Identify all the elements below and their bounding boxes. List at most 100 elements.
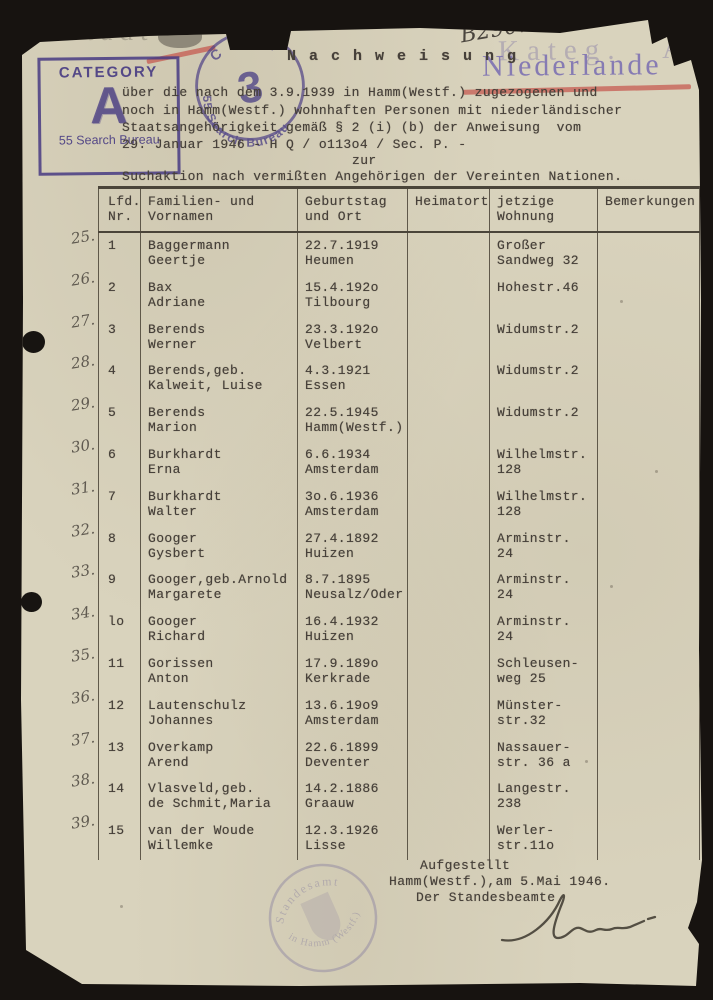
paper-speck bbox=[610, 585, 613, 588]
cell-heimatort bbox=[407, 818, 489, 860]
handwritten-margin-number: 31. bbox=[69, 477, 97, 499]
col-header-text: Wohnung bbox=[497, 209, 555, 224]
row-number: 12 bbox=[108, 697, 125, 713]
col-header-text: Lfd. bbox=[108, 194, 141, 209]
cell-bemerkungen bbox=[597, 483, 700, 526]
handwritten-margin-number: 29. bbox=[69, 393, 97, 415]
cell-birth: 22.5.1945 Hamm(Westf.) bbox=[297, 400, 407, 442]
handwritten-margin-number: 25. bbox=[69, 226, 97, 248]
cell-name: Bax Adriane bbox=[140, 274, 297, 317]
row-number: 7 bbox=[108, 488, 117, 504]
handwritten-margin-number: 33. bbox=[69, 560, 97, 583]
cell-name: Burkhardt Walter bbox=[140, 483, 297, 526]
cell-wohnung: Schleusen- weg 25 bbox=[489, 650, 597, 693]
given-name: Arend bbox=[148, 754, 190, 770]
birth-date: 14.2.1886 bbox=[305, 781, 379, 797]
cell-heimatort bbox=[407, 316, 489, 359]
given-name: Kalweit, Luise bbox=[148, 378, 263, 394]
handwritten-margin-number: 35. bbox=[69, 644, 97, 666]
cell-wohnung: Werler- str.11o bbox=[489, 818, 597, 860]
cell-wohnung: Münster- str.32 bbox=[489, 692, 597, 735]
cell-nr: 9 bbox=[98, 567, 140, 610]
col-header-text: Heimatort bbox=[415, 194, 489, 209]
cell-wohnung: Großer Sandweg 32 bbox=[489, 233, 597, 275]
cell-nr: 5 bbox=[98, 400, 140, 442]
paper-speck bbox=[585, 760, 588, 763]
birth-date: 23.3.192o bbox=[305, 321, 379, 337]
cell-birth: 15.4.192o Tilbourg bbox=[297, 274, 407, 317]
address-line-1: Langestr. bbox=[497, 781, 571, 797]
row-number: 3 bbox=[108, 321, 117, 337]
address-line-1: Widumstr.2 bbox=[497, 363, 580, 379]
birth-place: Essen bbox=[305, 378, 347, 394]
given-name: Werner bbox=[148, 336, 198, 352]
cell-name: Overkamp Arend bbox=[140, 734, 297, 777]
given-name: Willemke bbox=[148, 838, 214, 854]
address-line-2: str. 36 a bbox=[497, 754, 571, 770]
birth-place: Huizen bbox=[305, 629, 355, 645]
address-line-2: 24 bbox=[497, 587, 514, 603]
col-header-lfd-nr: Lfd. Nr. bbox=[98, 189, 140, 231]
birth-place: Graauw bbox=[305, 796, 355, 812]
col-header-text: Familien- und bbox=[148, 194, 255, 209]
row-number: 15 bbox=[108, 823, 125, 839]
col-header-wohnung: jetzige Wohnung bbox=[489, 189, 597, 231]
cell-bemerkungen bbox=[597, 400, 700, 442]
cell-nr: 1 bbox=[98, 233, 140, 275]
row-number: 5 bbox=[108, 405, 117, 421]
preamble-line-1: über die nach dem 3.9.1939 in Hamm(Westf… bbox=[122, 85, 598, 100]
address-line-2: str.11o bbox=[497, 838, 555, 854]
cell-wohnung: Nassauer- str. 36 a bbox=[489, 734, 597, 777]
table-row: 36. 12 Lautenschulz Johannes 13.6.19o9 A… bbox=[70, 686, 700, 735]
cell-name: Baggermann Geertje bbox=[140, 233, 297, 275]
address-line-1: Hohestr.46 bbox=[497, 279, 580, 295]
cell-name: Gorissen Anton bbox=[140, 650, 297, 693]
cell-bemerkungen bbox=[597, 734, 700, 777]
cell-bemerkungen bbox=[597, 692, 700, 735]
table-row: 26. 2 Bax Adriane 15.4.192o Tilbourg Hoh… bbox=[70, 268, 700, 317]
family-name: Burkhardt bbox=[148, 488, 222, 504]
cell-wohnung: Hohestr.46 bbox=[489, 274, 597, 317]
preamble-zur: zur bbox=[352, 153, 377, 168]
cell-nr: 7 bbox=[98, 483, 140, 526]
col-header-text: Nr. bbox=[108, 209, 133, 224]
col-header-bemerkungen: Bemerkungen bbox=[597, 189, 700, 231]
family-name: van der Woude bbox=[148, 823, 255, 839]
address-line-2: 128 bbox=[497, 503, 522, 519]
cell-wohnung: Arminstr. 24 bbox=[489, 567, 597, 610]
birth-place: Tilbourg bbox=[305, 294, 371, 310]
preamble-line-2: noch in Hamm(Westf.) wohnhaften Personen… bbox=[122, 103, 623, 118]
cell-bemerkungen bbox=[597, 818, 700, 860]
cell-wohnung: Widumstr.2 bbox=[489, 358, 597, 401]
address-line-2: 24 bbox=[497, 629, 514, 645]
cell-wohnung: Arminstr. 24 bbox=[489, 525, 597, 568]
row-number: 9 bbox=[108, 572, 117, 588]
address-line-1: Arminstr. bbox=[497, 614, 571, 630]
handwritten-margin-number: 28. bbox=[69, 351, 97, 374]
cell-birth: 12.3.1926 Lisse bbox=[297, 818, 407, 860]
cell-heimatort bbox=[407, 734, 489, 777]
cell-birth: 6.6.1934 Amsterdam bbox=[297, 441, 407, 484]
birth-date: 22.6.1899 bbox=[305, 739, 379, 755]
table-row: 39. 15 van der Woude Willemke 12.3.1926 … bbox=[70, 811, 700, 860]
birth-place: Amsterdam bbox=[305, 461, 379, 477]
table-row: 28. 4 Berends,geb. Kalweit, Luise 4.3.19… bbox=[70, 352, 700, 401]
cell-heimatort bbox=[407, 525, 489, 568]
family-name: Baggermann bbox=[148, 238, 231, 253]
row-number: 1 bbox=[108, 238, 117, 253]
table-row: 33. 9 Googer,geb.Arnold Margarete 8.7.18… bbox=[70, 561, 700, 610]
cell-name: Vlasveld,geb. de Schmit,Maria bbox=[140, 776, 297, 819]
address-line-1: Nassauer- bbox=[497, 739, 571, 755]
cell-nr: 8 bbox=[98, 525, 140, 568]
cell-bemerkungen bbox=[597, 567, 700, 610]
address-line-2: 24 bbox=[497, 545, 514, 561]
col-header-text: und Ort bbox=[305, 209, 363, 224]
cell-birth: 13.6.19o9 Amsterdam bbox=[297, 692, 407, 735]
cell-name: Berends Werner bbox=[140, 316, 297, 359]
footer-place-date: Hamm(Westf.),am 5.Mai 1946. bbox=[389, 874, 611, 889]
given-name: Erna bbox=[148, 461, 181, 477]
cell-heimatort bbox=[407, 358, 489, 401]
cell-bemerkungen bbox=[597, 316, 700, 359]
birth-date: 16.4.1932 bbox=[305, 614, 379, 630]
address-line-2: 238 bbox=[497, 796, 522, 812]
